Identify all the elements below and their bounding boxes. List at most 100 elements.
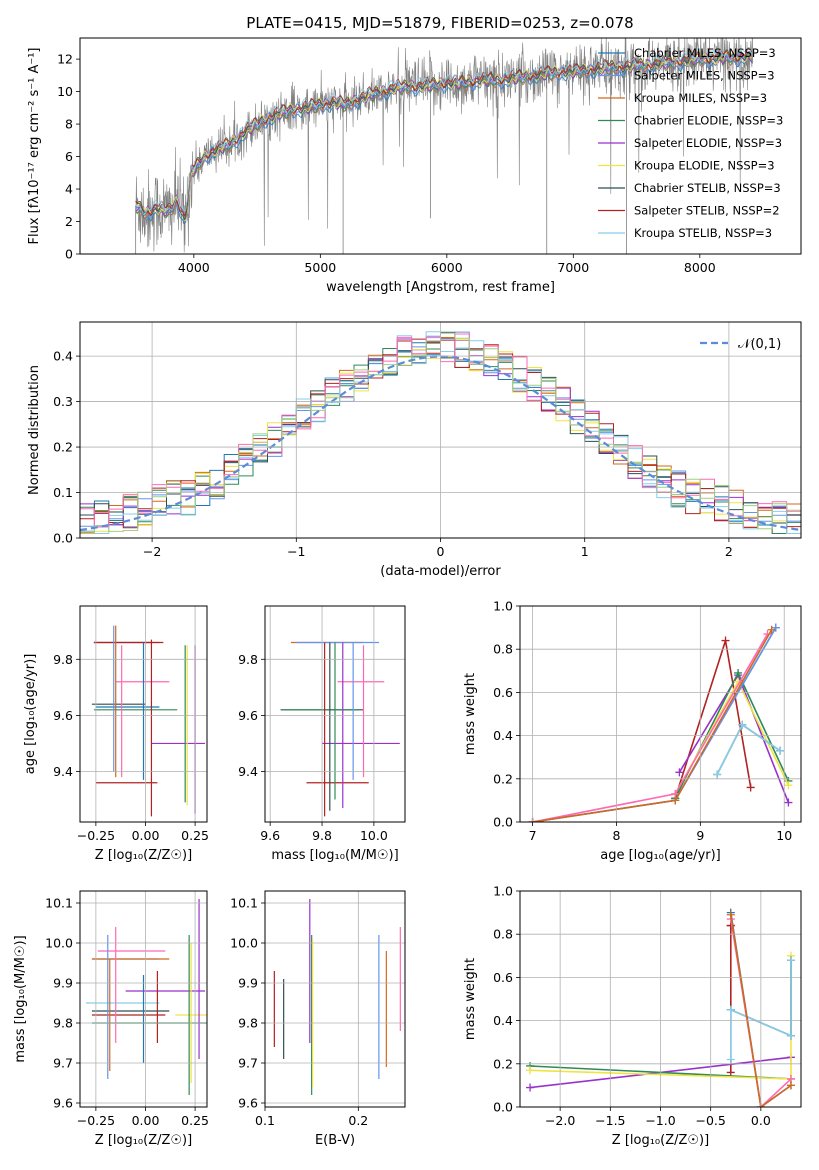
y-tick-label: 9.8: [53, 652, 73, 667]
y-tick-label: 9.8: [238, 1016, 258, 1031]
y-axis-label: mass [log₁₀(M/M☉)]: [13, 935, 28, 1062]
plot-area: [135, 38, 753, 254]
y-tick-label: 2: [65, 214, 73, 229]
mass-weight-line: [532, 629, 773, 822]
mass-weight-marker: [786, 1031, 795, 1040]
mass-weight-marker: [776, 746, 785, 755]
mass-weight-marker: [734, 668, 743, 677]
x-tick-label: 9.6: [260, 828, 280, 843]
mass-weight-marker: [713, 770, 722, 779]
y-tick-label: 0.8: [493, 642, 513, 657]
legend-label: Salpeter MILES, NSSP=3: [634, 69, 775, 83]
y-tick-label: 9.4: [53, 764, 73, 779]
x-tick-label: −2.0: [545, 1113, 575, 1128]
y-tick-label: 10: [57, 84, 73, 99]
mass-weight-marker: [771, 623, 780, 632]
axes-frame: [264, 890, 406, 1108]
plot-area: [91, 625, 206, 817]
mass-weight-marker: [726, 1068, 735, 1077]
legend-label: Chabrier MILES, NSSP=3: [634, 46, 776, 60]
x-tick-label: 10.0: [360, 828, 388, 843]
x-tick-label: 7000: [557, 260, 589, 275]
mass-weight-marker: [786, 956, 795, 965]
plot-area: [280, 641, 400, 817]
chart-spectrum: 4000 5000 6000 7000 8000 0 2 4 6 8 10 12 wavelength …: [27, 37, 802, 295]
y-tick-label: 0.8: [493, 927, 513, 942]
plot-area: [85, 899, 207, 1095]
x-tick-label: 0.2: [348, 1113, 368, 1128]
x-tick-label: 8: [612, 828, 620, 843]
y-tick-label: 6: [65, 149, 73, 164]
mass-weight-marker: [746, 783, 755, 792]
model-line: [135, 47, 753, 216]
axes-frame: [79, 890, 208, 1108]
x-tick-label: 7: [529, 828, 537, 843]
y-tick-label: 0.6: [493, 970, 513, 985]
y-axis-label: age [log₁₀(age/yr)]: [23, 654, 38, 775]
x-axis-label: age [log₁₀(age/yr)]: [600, 848, 721, 863]
mass-weight-marker: [738, 720, 747, 729]
legend-label: Chabrier STELIB, NSSP=3: [634, 181, 781, 195]
axes-frame: [79, 321, 802, 539]
mass-weight-marker: [671, 796, 680, 805]
mass-weight-line: [532, 633, 769, 822]
x-tick-label: −2: [143, 544, 161, 559]
legend-label: Kroupa STELIB, NSSP=3: [634, 226, 772, 240]
plot-area: [528, 623, 793, 822]
mass-weight-line: [674, 679, 790, 795]
x-axis-label: mass [log₁₀(M/M☉)]: [271, 848, 398, 863]
y-tick-label: 8: [65, 117, 73, 132]
axes-frame: [519, 890, 802, 1108]
x-axis-label: Z [log₁₀(Z/Z☉)]: [95, 1133, 192, 1148]
mass-weight-marker: [784, 781, 793, 790]
model-line: [135, 54, 753, 225]
x-axis-label: E(B-V): [315, 1133, 355, 1148]
mass-weight-marker: [721, 636, 730, 645]
x-tick-label: −1.5: [595, 1113, 625, 1128]
model-line: [135, 51, 753, 222]
x-tick-label: 10: [776, 828, 792, 843]
y-tick-label: 9.7: [238, 1056, 258, 1071]
legend-label: Salpeter ELODIE, NSSP=3: [634, 136, 782, 150]
chart-massweight-vs-age: 7 8 9 10 0.0 0.2 0.4 0.6 0.8 1.0 age [log₁₀(age/yr…: [463, 599, 802, 863]
x-tick-label: −0.25: [77, 828, 115, 843]
x-axis-label: Z [log₁₀(Z/Z☉)]: [612, 1133, 709, 1148]
y-tick-label: 9.9: [238, 976, 258, 991]
y-tick-label: 0.2: [493, 1056, 513, 1071]
x-tick-label: −0.5: [695, 1113, 725, 1128]
legend-label: 𝒩(0,1): [738, 337, 781, 352]
chart-age-vs-mass: 9.6 9.8 10.0 9.4 9.6 9.8 mass [log₁₀(M/M☉)]: [238, 605, 406, 863]
legend-label: Kroupa ELODIE, NSSP=3: [634, 159, 775, 173]
figure-title: PLATE=0415, MJD=51879, FIBERID=0253, z=0…: [246, 14, 633, 32]
axes-frame: [264, 605, 406, 823]
y-tick-label: 10.1: [45, 896, 73, 911]
y-tick-label: 9.4: [238, 764, 258, 779]
y-tick-label: 0.4: [493, 728, 513, 743]
mass-weight-marker: [784, 798, 793, 807]
x-tick-label: 0.25: [181, 828, 209, 843]
y-tick-label: 0.3: [53, 394, 73, 409]
y-tick-label: 0.6: [493, 685, 513, 700]
x-axis-label: (data-model)/error: [380, 564, 501, 579]
mass-weight-line: [730, 914, 792, 1107]
x-axis-label: wavelength [Angstrom, rest frame]: [326, 280, 555, 295]
y-tick-label: 9.6: [53, 708, 73, 723]
y-tick-label: 0.2: [53, 440, 73, 455]
x-tick-label: 0: [437, 544, 445, 559]
mass-weight-marker: [526, 1066, 535, 1075]
y-tick-label: 0.1: [53, 485, 73, 500]
axes-frame: [79, 37, 802, 255]
chart-mass-vs-ebv: 0.1 0.2 9.6 9.7 9.8 9.9 10.0 10.1 E(B-V): [230, 890, 406, 1148]
y-tick-label: 4: [65, 182, 73, 197]
y-axis-label: mass weight: [463, 673, 478, 755]
legend-label: Chabrier ELODIE, NSSP=3: [634, 114, 783, 128]
legend-label: Salpeter STELIB, NSSP=2: [634, 204, 780, 218]
chart-residuals: −2 −1 0 1 2 0.0 0.1 0.2 0.3 0.4 (data-model)/error…: [27, 321, 802, 579]
y-tick-label: 0.2: [493, 771, 513, 786]
y-tick-label: 0.4: [493, 1013, 513, 1028]
x-tick-label: 5000: [304, 260, 336, 275]
axes-frame: [79, 605, 208, 823]
legend: Chabrier MILES, NSSP=3 Salpeter MILES, NS…: [598, 46, 783, 240]
chart-mass-vs-Z: −0.25 0.00 0.25 9.6 9.7 9.8 9.9 10.0 10.1 Z [log₁…: [13, 890, 209, 1148]
y-tick-label: 1.0: [493, 599, 513, 614]
